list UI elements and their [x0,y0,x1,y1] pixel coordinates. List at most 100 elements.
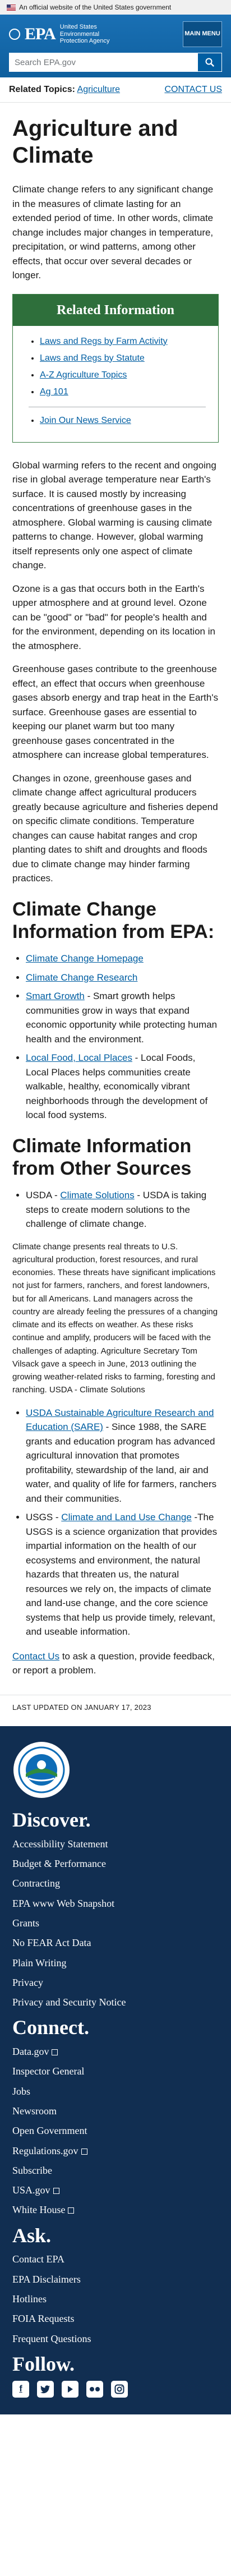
related-link-az-topics[interactable]: A-Z Agriculture Topics [40,370,127,380]
local-food-link[interactable]: Local Food, Local Places [26,1052,132,1064]
epa-info-heading: Climate Change Information from EPA: [12,898,215,943]
footer-link-contracting[interactable]: Contracting [12,1878,60,1889]
body-paragraph: Greenhouse gases contribute to the green… [12,664,219,760]
epa-seal-icon [18,1746,65,1793]
climate-change-homepage-link[interactable]: Climate Change Homepage [26,953,144,964]
usgs-land-use-link[interactable]: Climate and Land Use Change [61,1512,192,1523]
topic-agriculture-link[interactable]: Agriculture [77,85,120,94]
epa-seal-logo [13,1742,70,1798]
external-link-icon [81,2148,87,2155]
footer-link-inspector-general[interactable]: Inspector General [12,2066,85,2077]
instagram-icon[interactable] [111,2381,128,2398]
usda-desc: - USDA is taking steps to create modern … [26,1190,207,1230]
related-link-ag101[interactable]: Ag 101 [40,387,68,397]
related-topics-bar: Related Topics: Agriculture CONTACT US [0,77,231,103]
body-paragraph: Ozone is a gas that occurs both in the E… [12,583,215,651]
other-sources-list-2: USDA Sustainable Agriculture Research an… [12,1406,219,1639]
climate-change-research-link[interactable]: Climate Change Research [26,972,138,983]
footer-link-newsroom[interactable]: Newsroom [12,2105,57,2117]
smart-growth-desc: - Smart growth helps communities grow in… [26,991,218,1045]
list-item: USDA Sustainable Agriculture Research an… [26,1406,219,1506]
twitter-icon[interactable] [37,2381,54,2398]
footer-link-hotlines[interactable]: Hotlines [12,2293,47,2304]
footer-link-contact-epa[interactable]: Contact EPA [12,2253,64,2265]
contact-paragraph: Contact Us to ask a question, provide fe… [12,1649,219,1686]
footer-link-budget[interactable]: Budget & Performance [12,1858,106,1870]
list-item: Climate Change Homepage [26,951,219,966]
main-content: Agriculture and Climate Climate change r… [0,115,231,1726]
list-item: Local Food, Local Places - Local Foods, … [26,1051,219,1123]
search-form [9,53,222,72]
contact-us-link[interactable]: CONTACT US [164,85,222,94]
contact-us-inline-link[interactable]: Contact Us [12,1650,60,1662]
logo-text: EPA [25,24,56,43]
facebook-icon[interactable]: f [12,2381,29,2398]
epa-logo-link[interactable]: EPA United States Environmental Protecti… [9,24,122,45]
related-link-farm-activity[interactable]: Laws and Regs by Farm Activity [40,336,168,346]
list-item: Smart Growth - Smart growth helps commun… [26,989,219,1046]
related-list-item: Join Our News Service [40,414,206,427]
list-item: USGS - Climate and Land Use Change -The … [26,1510,219,1639]
usda-climate-solutions-link[interactable]: Climate Solutions [60,1190,135,1201]
usda-detail-paragraph: Climate change presents real threats to … [12,1241,218,1395]
footer-link-faq[interactable]: Frequent Questions [12,2333,91,2344]
related-information-title: Related Information [13,294,218,326]
list-item: USDA - Climate Solutions - USDA is takin… [26,1188,219,1231]
gov-banner: An official website of the United States… [0,0,231,15]
usgs-desc: -The USGS is a science organization that… [26,1512,218,1637]
footer-link-jobs[interactable]: Jobs [12,2085,31,2097]
epa-seal-icon [9,28,20,40]
other-sources-list: USDA - Climate Solutions - USDA is takin… [12,1188,219,1231]
other-sources-heading: Climate Information from Other Sources [12,1135,192,1180]
footer-link-usa-gov[interactable]: USA.gov [12,2184,50,2196]
footer-link-open-government[interactable]: Open Government [12,2125,87,2137]
flickr-icon[interactable] [86,2381,103,2398]
youtube-icon[interactable] [62,2381,78,2398]
ask-list: Contact EPA EPA Disclaimers Hotlines FOI… [12,2252,219,2345]
related-list-item: Ag 101 [40,385,206,399]
related-list-item: Laws and Regs by Farm Activity [40,335,206,348]
site-footer: Discover. Accessibility Statement Budget… [0,1726,231,2415]
external-link-icon [68,2207,75,2214]
discover-list: Accessibility Statement Budget & Perform… [12,1837,219,2009]
search-icon [205,58,214,67]
footer-link-regulations-gov[interactable]: Regulations.gov [12,2145,78,2156]
body-paragraph: Changes in ozone, greenhouse gases and c… [12,772,218,884]
sare-desc: - Since 1988, the SARE grants and educat… [26,1422,217,1504]
news-service-link[interactable]: Join Our News Service [40,415,131,425]
footer-link-white-house[interactable]: White House [12,2204,66,2216]
related-list-item: A-Z Agriculture Topics [40,369,206,382]
site-header: EPA United States Environmental Protecti… [0,15,231,77]
external-link-icon [52,2049,58,2056]
main-menu-button[interactable]: MAIN MENU [183,21,222,47]
footer-link-web-snapshot[interactable]: EPA www Web Snapshot [12,1897,115,1909]
search-input[interactable] [9,53,197,72]
related-link-statute[interactable]: Laws and Regs by Statute [40,353,145,363]
footer-link-disclaimers[interactable]: EPA Disclaimers [12,2273,81,2285]
footer-link-foia[interactable]: FOIA Requests [12,2313,75,2325]
usgs-prefix: USGS - [26,1512,62,1523]
ask-heading: Ask. [12,2224,52,2247]
footer-link-privacy-security[interactable]: Privacy and Security Notice [12,1997,126,2008]
contact-text: to ask a question, provide feedback, or … [12,1650,215,1676]
footer-link-no-fear[interactable]: No FEAR Act Data [12,1937,91,1949]
page-title: Agriculture and Climate [12,116,178,168]
smart-growth-link[interactable]: Smart Growth [26,991,85,1002]
footer-link-accessibility[interactable]: Accessibility Statement [12,1838,108,1850]
sare-link[interactable]: USDA Sustainable Agriculture Research an… [26,1407,214,1433]
footer-link-data-gov[interactable]: Data.gov [12,2046,49,2058]
list-item: Climate Change Research [26,970,219,985]
footer-link-privacy[interactable]: Privacy [12,1976,43,1988]
related-list-item: Laws and Regs by Statute [40,352,206,365]
footer-link-subscribe[interactable]: Subscribe [12,2164,52,2176]
footer-link-grants[interactable]: Grants [12,1917,39,1929]
epa-info-list: Climate Change Homepage Climate Change R… [12,951,219,1123]
intro-paragraph: Climate change refers to any significant… [12,184,214,280]
follow-heading: Follow. [12,2352,75,2375]
footer-link-plain-writing[interactable]: Plain Writing [12,1957,67,1968]
local-food-desc: - Local Foods, Local Places helps commun… [26,1052,208,1121]
related-topics-label: Related Topics: [9,85,75,94]
search-button[interactable] [197,53,222,72]
usda-prefix: USDA - [26,1190,61,1201]
related-information-box: Related Information Laws and Regs by Far… [12,293,219,443]
